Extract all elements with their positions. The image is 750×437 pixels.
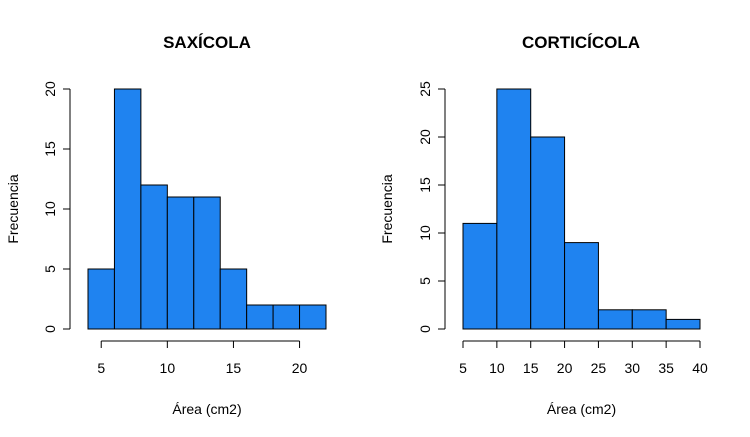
histogram-bar bbox=[219, 268, 248, 330]
y-tick-label: 10 bbox=[417, 225, 433, 241]
x-tick-label: 5 bbox=[459, 360, 467, 376]
x-tick-label: 35 bbox=[658, 360, 674, 376]
y-tick-label: 10 bbox=[42, 201, 58, 217]
bars bbox=[462, 88, 701, 330]
histogram-bar bbox=[631, 309, 667, 330]
histogram-bar bbox=[665, 318, 701, 330]
x-axis: 5 10 15 20 bbox=[97, 340, 308, 376]
chart-title: CORTICÍCOLA bbox=[522, 33, 640, 52]
x-tick-label: 15 bbox=[226, 360, 242, 376]
x-axis-label: Área (cm2) bbox=[547, 401, 616, 417]
x-axis-label: Área (cm2) bbox=[172, 401, 241, 417]
x-tick-label: 20 bbox=[292, 360, 308, 376]
histogram-bar bbox=[597, 309, 633, 330]
y-tick-label: 20 bbox=[42, 81, 58, 97]
y-tick-label: 15 bbox=[42, 141, 58, 157]
y-tick-label: 0 bbox=[417, 325, 433, 333]
histogram-bar bbox=[462, 222, 498, 330]
x-tick-label: 30 bbox=[624, 360, 640, 376]
x-tick-label: 10 bbox=[160, 360, 176, 376]
bars bbox=[87, 88, 327, 330]
y-axis-label: Frecuencia bbox=[379, 174, 395, 243]
histogram-bar bbox=[87, 268, 115, 330]
x-tick-label: 10 bbox=[489, 360, 505, 376]
chart-title: SAXÍCOLA bbox=[163, 33, 251, 52]
histogram-bar bbox=[193, 196, 221, 330]
histogram-saxicola: SAXÍCOLA Área (cm2) Frecuencia 5 10 15 20 0… bbox=[5, 33, 327, 417]
x-axis: 5 10 15 20 25 30 35 40 bbox=[459, 340, 708, 376]
histogram-bar bbox=[496, 88, 532, 330]
x-tick-label: 5 bbox=[97, 360, 105, 376]
y-axis: 0 5 10 15 20 bbox=[42, 81, 71, 333]
histogram-bar bbox=[564, 242, 599, 330]
histogram-corticicola: CORTICÍCOLA Área (cm2) Frecuencia 5 10 15 2… bbox=[379, 33, 708, 417]
x-tick-label: 20 bbox=[557, 360, 573, 376]
histogram-bar bbox=[299, 304, 327, 330]
y-axis: 0 5 10 15 20 25 bbox=[417, 81, 446, 333]
x-tick-label: 15 bbox=[523, 360, 539, 376]
histogram-bar bbox=[246, 304, 274, 330]
y-tick-label: 5 bbox=[417, 277, 433, 285]
y-tick-label: 15 bbox=[417, 177, 433, 193]
histogram-bar bbox=[166, 196, 195, 330]
histogram-bar bbox=[113, 88, 142, 330]
y-tick-label: 0 bbox=[42, 325, 58, 333]
y-tick-label: 25 bbox=[417, 81, 433, 97]
y-axis-label: Frecuencia bbox=[5, 174, 21, 243]
x-tick-label: 40 bbox=[692, 360, 708, 376]
y-tick-label: 5 bbox=[42, 265, 58, 273]
y-tick-label: 20 bbox=[417, 129, 433, 145]
histogram-bar bbox=[140, 184, 168, 330]
histogram-bar bbox=[272, 304, 301, 330]
x-tick-label: 25 bbox=[591, 360, 607, 376]
histogram-bar bbox=[530, 136, 566, 330]
